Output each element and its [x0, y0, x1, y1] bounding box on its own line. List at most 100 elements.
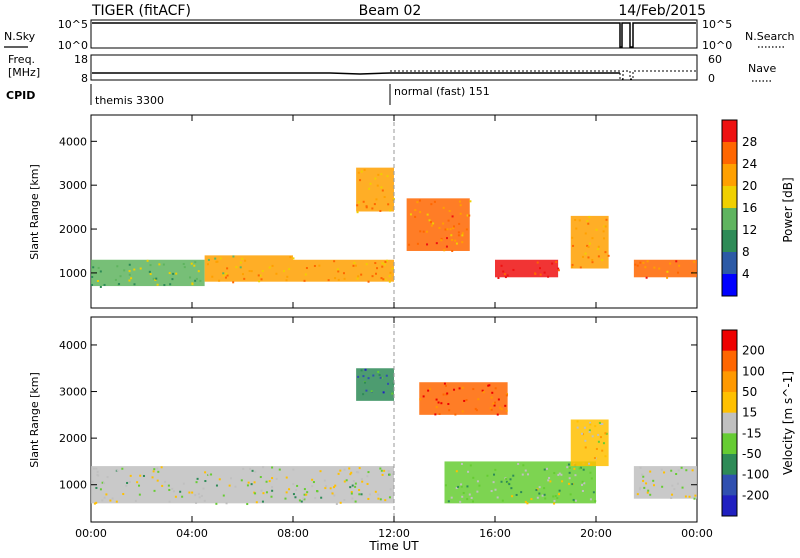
power-speckle — [334, 277, 337, 280]
power-speckle — [646, 260, 649, 263]
velocity-speckle — [639, 466, 642, 469]
velocity-speckle — [262, 466, 265, 469]
velocity-speckle — [121, 467, 124, 470]
power-speckle — [440, 239, 443, 242]
power-speckle — [571, 263, 574, 266]
velocity-speckle — [435, 406, 438, 409]
velocity-speckle — [387, 470, 390, 473]
power-speckle — [91, 283, 94, 286]
velocity-speckle — [101, 481, 104, 484]
velocity-speckle — [382, 391, 385, 394]
power-speckle — [292, 257, 295, 260]
power-speckle — [588, 215, 591, 218]
power-speckle — [380, 186, 383, 189]
power-speckle — [584, 252, 587, 255]
nsky-panel: N.Sky 10^5 10^0 10^5 10^0 N.Search — [4, 18, 795, 52]
velocity-speckle — [377, 370, 380, 373]
power-speckle — [304, 273, 307, 276]
velocity-speckle — [553, 502, 556, 505]
power-speckle — [497, 277, 500, 280]
power-speckle — [634, 263, 637, 266]
colorbar-tick-label: -100 — [742, 468, 769, 482]
power-speckle — [596, 248, 599, 251]
colorbar-swatch — [722, 392, 737, 414]
power-speckle — [644, 266, 647, 269]
power-speckle — [534, 272, 537, 275]
power-speckle — [169, 283, 172, 286]
velocity-speckle — [427, 389, 430, 392]
velocity-speckle — [197, 492, 200, 495]
power-ytick-label: 4000 — [59, 135, 87, 148]
colorbar-tick-label: 12 — [742, 223, 757, 237]
velocity-speckle — [573, 500, 576, 503]
power-speckle — [381, 265, 384, 268]
power-speckle — [183, 266, 186, 269]
power-speckle — [376, 267, 379, 270]
power-speckle — [380, 277, 383, 280]
nsearch-tick-top: 10^5 — [702, 18, 732, 31]
velocity-speckle — [496, 496, 499, 499]
nsearch-tick-bottom: 10^0 — [702, 39, 732, 52]
power-speckle — [239, 266, 242, 269]
power-ylabel: Slant Range [km] — [28, 164, 41, 260]
freq-frame — [90, 54, 698, 81]
velocity-speckle — [526, 502, 529, 505]
velocity-speckle — [218, 478, 221, 481]
velocity-speckle — [349, 486, 352, 489]
velocity-speckle — [558, 472, 561, 475]
velocity-speckle — [553, 472, 556, 475]
velocity-speckle — [597, 440, 600, 443]
velocity-speckle — [588, 429, 591, 432]
velocity-speckle — [471, 500, 474, 503]
velocity-speckle — [557, 473, 560, 476]
power-speckle — [182, 262, 185, 265]
velocity-speckle — [325, 485, 328, 488]
velocity-speckle — [549, 480, 552, 483]
velocity-speckle — [380, 469, 383, 472]
velocity-speckle — [494, 401, 497, 404]
power-speckle — [388, 275, 391, 278]
velocity-speckle — [482, 391, 485, 394]
power-speckle — [139, 267, 142, 270]
nsky-tick-bottom: 10^0 — [58, 39, 88, 52]
velocity-speckle — [445, 393, 448, 396]
velocity-speckle — [357, 471, 360, 474]
colorbar-swatch — [722, 274, 737, 297]
power-speckle — [459, 204, 462, 207]
velocity-speckle — [500, 408, 503, 411]
velocity-speckle — [246, 484, 249, 487]
velocity-speckle — [92, 467, 95, 470]
velocity-speckle — [329, 487, 332, 490]
velocity-speckle — [122, 493, 125, 496]
velocity-speckle — [285, 491, 288, 494]
velocity-speckle — [384, 499, 387, 502]
velocity-speckle — [497, 398, 500, 401]
power-speckle — [155, 277, 158, 280]
velocity-speckle — [584, 439, 587, 442]
power-speckle — [243, 277, 246, 280]
velocity-speckle — [160, 466, 163, 469]
velocity-speckle — [167, 484, 170, 487]
power-speckle — [365, 263, 368, 266]
power-speckle — [435, 242, 438, 245]
colorbar-tick-label: 28 — [742, 135, 757, 149]
velocity-speckle — [437, 401, 440, 404]
velocity-speckle — [379, 467, 382, 470]
velocity-speckle — [670, 497, 673, 499]
velocity-speckle — [319, 470, 322, 473]
power-speckle — [468, 214, 471, 217]
velocity-speckle — [458, 387, 461, 390]
velocity-ytick-label: 4000 — [59, 339, 87, 352]
velocity-speckle — [567, 463, 570, 466]
power-speckle — [538, 267, 541, 270]
power-speckle — [383, 196, 386, 199]
velocity-speckle — [172, 490, 175, 493]
power-speckle — [461, 232, 464, 235]
velocity-speckle — [296, 484, 299, 487]
power-speckle — [653, 266, 656, 269]
power-colorbar: 4 8 12 16 20 24 28 Power [dB] — [721, 119, 795, 297]
power-speckle — [336, 268, 339, 271]
velocity-speckle — [639, 486, 642, 489]
